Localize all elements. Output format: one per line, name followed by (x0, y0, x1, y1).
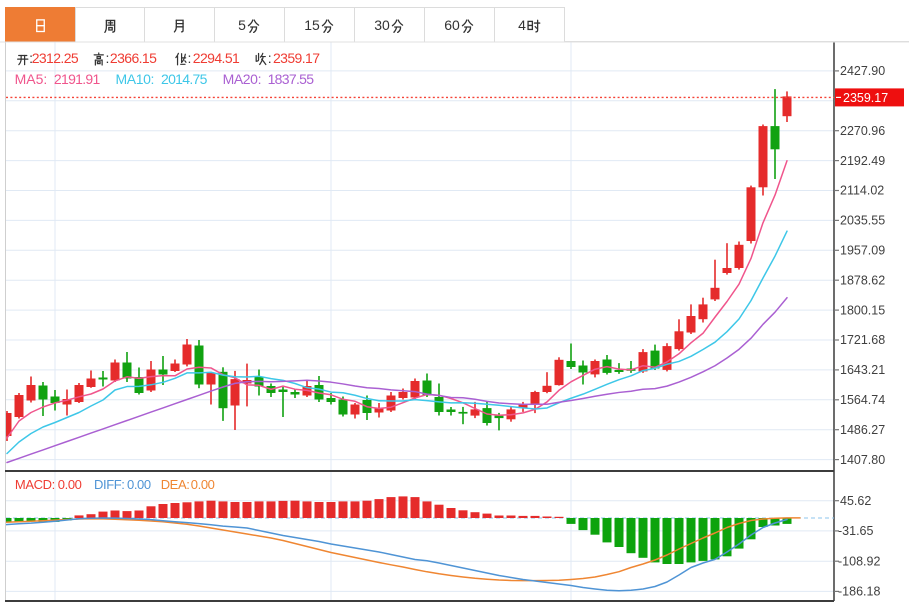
svg-text:2192.49: 2192.49 (840, 154, 885, 168)
svg-text:1957.09: 1957.09 (840, 244, 885, 258)
svg-text:1721.68: 1721.68 (840, 333, 885, 347)
svg-text:-186.18: -186.18 (838, 585, 880, 599)
svg-text:1486.27: 1486.27 (840, 423, 885, 437)
svg-text:1407.80: 1407.80 (840, 453, 885, 467)
svg-text:2270.96: 2270.96 (840, 124, 885, 138)
svg-text:1643.21: 1643.21 (840, 363, 885, 377)
svg-text:45.62: 45.62 (840, 494, 871, 508)
svg-text:2114.02: 2114.02 (840, 184, 884, 198)
svg-text:-31.65: -31.65 (838, 524, 873, 538)
svg-text:1564.74: 1564.74 (840, 393, 885, 407)
svg-text:-108.92: -108.92 (838, 554, 880, 568)
svg-text:1800.15: 1800.15 (840, 303, 885, 317)
svg-text:2359.17: 2359.17 (843, 91, 888, 105)
svg-text:2427.90: 2427.90 (840, 64, 885, 78)
svg-text:1878.62: 1878.62 (840, 273, 885, 287)
svg-text:2035.55: 2035.55 (840, 214, 885, 228)
